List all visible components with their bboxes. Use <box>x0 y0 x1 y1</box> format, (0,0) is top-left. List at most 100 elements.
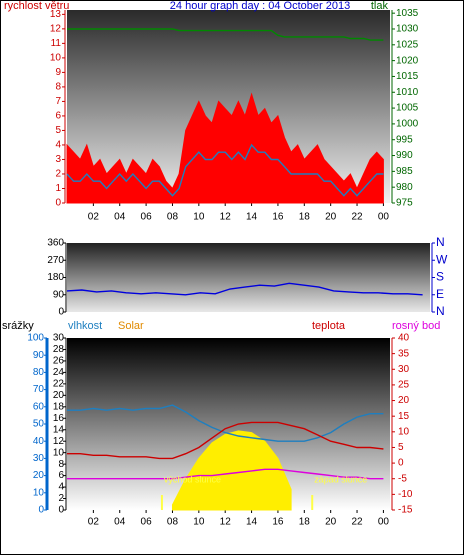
y-tick-label: 18 <box>53 401 65 412</box>
y-tick-label: 1035 <box>396 8 419 19</box>
x-tick-label: 06 <box>141 212 153 223</box>
line <box>67 421 384 460</box>
y-tick-label: 975 <box>396 198 413 209</box>
plot-area <box>67 243 430 312</box>
area <box>66 92 384 204</box>
legend-label: rosný bod <box>392 320 440 332</box>
y-tick-label: 0 <box>398 458 404 469</box>
y-tick-label: 1020 <box>396 55 419 66</box>
y-tick-label: -5 <box>398 473 407 484</box>
y-label: rychlost větru <box>4 0 69 12</box>
x-tick-label: 04 <box>114 212 126 223</box>
legend-label: teplota <box>312 320 346 332</box>
x-tick-label: 08 <box>167 212 179 223</box>
x-tick-label: 22 <box>351 517 363 528</box>
y-tick-label: 25 <box>398 380 410 391</box>
y-tick-label: 100 <box>27 333 44 344</box>
y-tick-label: 0 <box>58 505 64 516</box>
y-tick-label: 5 <box>55 125 61 136</box>
area <box>171 430 292 511</box>
y-tick-label: 4 <box>58 482 64 493</box>
y-tick-label: 1000 <box>396 119 419 130</box>
x-tick-label: 22 <box>351 212 363 223</box>
chart-title: 24 hour graph day : 04 October 2013 <box>170 0 350 12</box>
y-tick-label: 20 <box>53 390 65 401</box>
y-tick-label: 990 <box>396 150 413 161</box>
y-tick-label: 8 <box>55 82 61 93</box>
y-tick-label: 4 <box>55 140 61 151</box>
annotation: západ slunce <box>314 474 367 484</box>
x-tick-label: 06 <box>141 517 153 528</box>
y-tick-label: 12 <box>50 24 62 35</box>
y-tick-label: 8 <box>58 459 64 470</box>
y-tick-label: 10 <box>33 487 45 498</box>
y-tick-label: 6 <box>55 111 61 122</box>
x-tick-label: 16 <box>272 212 284 223</box>
y-tick-label: 15 <box>398 411 410 422</box>
y-tick-label: 5 <box>398 442 404 453</box>
y-tick-label: 980 <box>396 182 413 193</box>
x-tick-label: 08 <box>167 517 179 528</box>
y-tick-label: 70 <box>33 384 45 395</box>
x-tick-label: 02 <box>88 212 100 223</box>
y-tick-label: 10 <box>53 447 65 458</box>
y-tick-label: 22 <box>53 379 65 390</box>
y-tick-label: S <box>436 270 444 284</box>
x-tick-label: 10 <box>193 517 205 528</box>
line <box>67 468 384 480</box>
y-tick-label: 1010 <box>396 87 419 98</box>
y-tick-label: 1030 <box>396 24 419 35</box>
y-tick-label: 11 <box>51 38 62 49</box>
x-tick-label: 18 <box>299 212 311 223</box>
y-tick-label: 985 <box>396 166 413 177</box>
y-tick-label: 6 <box>58 470 64 481</box>
x-tick-label: 10 <box>193 212 205 223</box>
y-label: srážky <box>2 320 34 332</box>
y-tick-label: -10 <box>398 489 413 500</box>
x-tick-label: 14 <box>246 212 258 223</box>
y-tick-label: 30 <box>398 364 410 375</box>
y-tick-label: 360 <box>47 238 64 249</box>
x-tick-label: 20 <box>325 517 337 528</box>
line <box>67 28 384 41</box>
y-tick-label: 2 <box>55 169 61 180</box>
y-tick-label: 995 <box>396 134 413 145</box>
y-tick-label: 10 <box>50 53 62 64</box>
y-tick-label: 1025 <box>396 39 419 50</box>
x-tick-label: 12 <box>220 517 232 528</box>
x-tick-label: 00 <box>378 212 390 223</box>
legend-label: Solar <box>118 320 144 332</box>
legend-label: vlhkost <box>68 320 102 332</box>
y-tick-label: 28 <box>53 344 65 355</box>
line <box>67 404 384 442</box>
x-tick-label: 14 <box>246 517 258 528</box>
x-tick-label: 02 <box>88 517 100 528</box>
x-tick-label: 16 <box>272 517 284 528</box>
x-tick-label: 04 <box>114 517 126 528</box>
y-tick-label: 20 <box>398 395 410 406</box>
y2-label: tlak <box>371 0 389 12</box>
y-tick-label: 40 <box>398 333 410 344</box>
y-tick-label: 80 <box>33 367 45 378</box>
y-tick-label: 1 <box>55 183 61 194</box>
x-tick-label: 20 <box>325 212 337 223</box>
y-tick-label: 24 <box>53 367 65 378</box>
y-tick-label: 30 <box>33 453 45 464</box>
y-tick-label: 26 <box>53 356 65 367</box>
y-tick-label: 0 <box>38 505 44 516</box>
y-tick-label: 60 <box>33 401 45 412</box>
x-tick-label: 12 <box>220 212 232 223</box>
line <box>66 143 384 197</box>
y-tick-label: 35 <box>398 348 410 359</box>
y-tick-label: 10 <box>398 426 410 437</box>
y-tick-label: 16 <box>53 413 65 424</box>
y-tick-label: 270 <box>47 255 64 266</box>
y-tick-label: N <box>436 235 445 249</box>
y-tick-label: 1015 <box>396 71 419 82</box>
y-tick-label: 7 <box>55 96 61 107</box>
y-tick-label: 40 <box>33 436 45 447</box>
y-tick-label: N <box>436 304 445 318</box>
y-tick-label: 13 <box>50 9 62 20</box>
y-tick-label: 30 <box>53 333 65 344</box>
